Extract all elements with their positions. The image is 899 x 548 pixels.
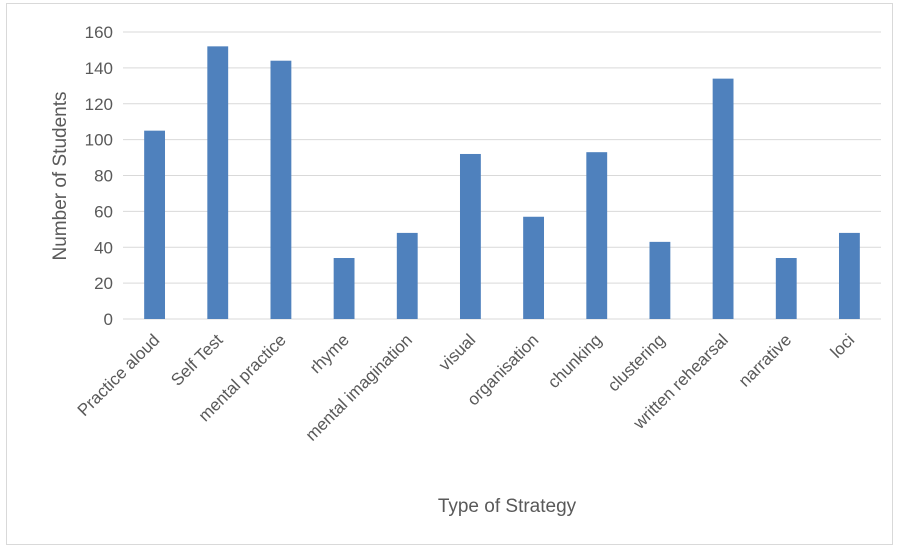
y-tick-label: 100 <box>85 131 113 150</box>
y-tick-label: 140 <box>85 59 113 78</box>
y-tick-label: 0 <box>104 310 113 329</box>
x-tick-label: mental imagination <box>302 330 416 444</box>
bar-mental-practice <box>270 60 292 319</box>
x-tick-label: rhyme <box>306 330 353 377</box>
bars <box>144 46 860 319</box>
y-tick-label: 80 <box>94 167 113 186</box>
y-tick-label: 160 <box>85 23 113 42</box>
y-axis-title: Number of Students <box>50 92 71 261</box>
bar-written-rehearsal <box>712 78 734 319</box>
y-tick-label: 120 <box>85 95 113 114</box>
x-tick-label: Self Test <box>167 330 227 390</box>
x-tick-label: clustering <box>604 330 669 395</box>
bar-narrative <box>775 258 797 319</box>
bar-self-test <box>207 46 229 319</box>
bar-organisation <box>523 216 545 319</box>
bar-loci <box>838 232 860 319</box>
bar-chunking <box>586 152 608 319</box>
bar-clustering <box>649 241 671 319</box>
bar-rhyme <box>333 258 355 319</box>
y-tick-label: 20 <box>94 274 113 293</box>
bar-visual <box>459 153 481 319</box>
x-tick-label: narrative <box>735 330 795 390</box>
gridlines <box>123 31 881 320</box>
x-tick-label: loci <box>827 330 858 361</box>
y-tick-label: 60 <box>94 202 113 221</box>
x-axis-title: Type of Strategy <box>438 496 577 517</box>
x-tick-label: visual <box>435 330 479 374</box>
x-tick-label: Practice aloud <box>74 330 164 420</box>
y-tick-labels: 0 20 40 60 80 100 120 140 160 <box>85 23 113 329</box>
bar-practice-aloud <box>144 130 166 319</box>
x-tick-label: chunking <box>544 330 606 392</box>
y-tick-label: 40 <box>94 238 113 257</box>
bar-mental-imagination <box>396 232 418 319</box>
